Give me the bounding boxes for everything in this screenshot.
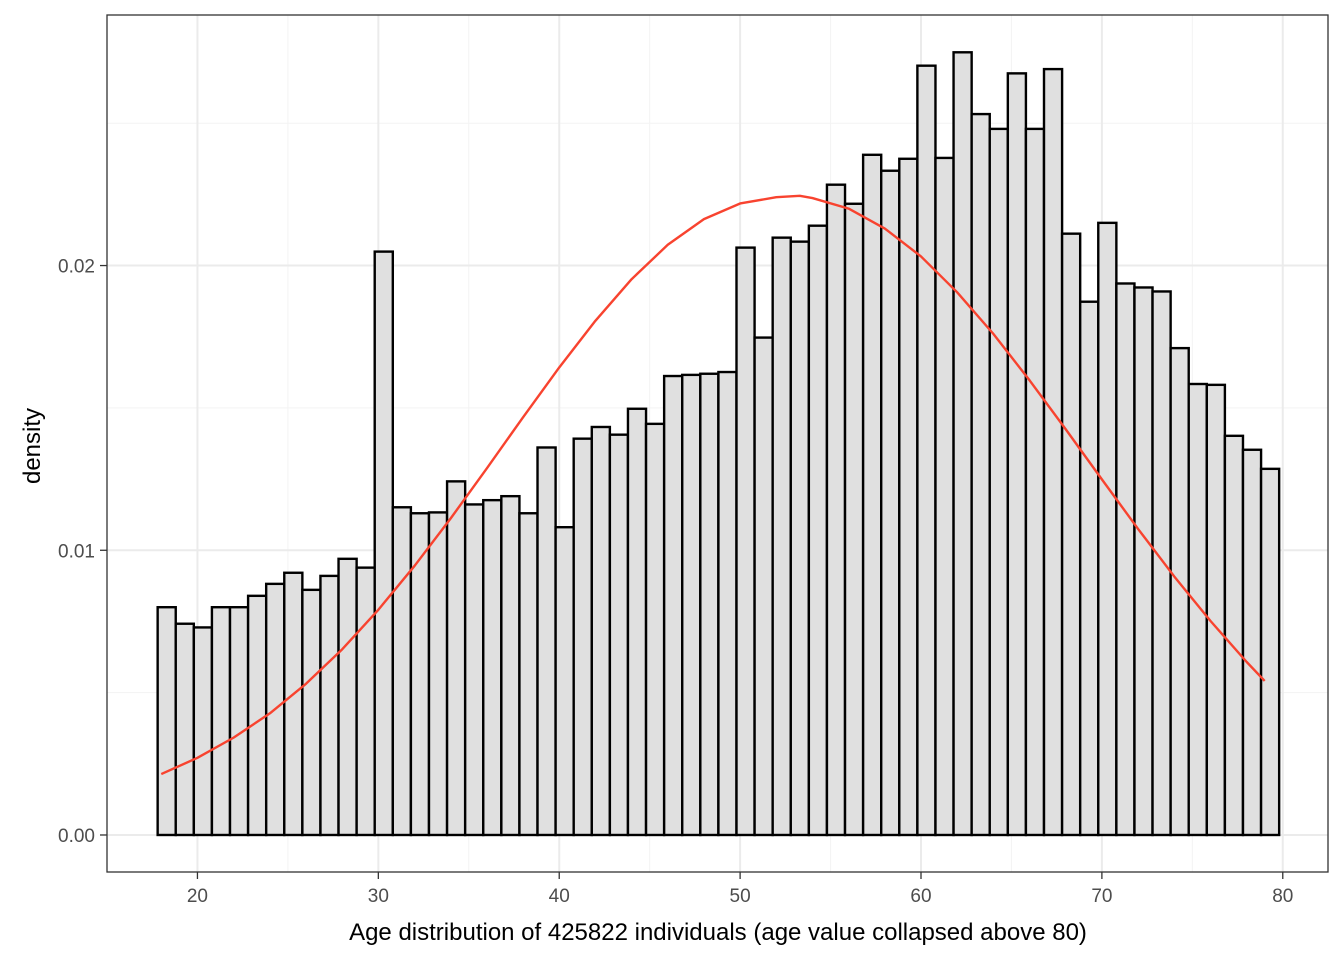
histogram-bar [934, 156, 955, 837]
histogram-bar [1006, 72, 1028, 837]
histogram-bar [1241, 448, 1263, 837]
density-curves [160, 194, 1266, 776]
histogram-bar [192, 626, 214, 837]
histogram-bar [409, 512, 431, 837]
histogram-bar [482, 498, 503, 837]
histogram-bar [988, 127, 1010, 837]
y-tick-label: 0.02 [58, 257, 95, 278]
y-axis-title: density [19, 408, 46, 484]
histogram-bar [572, 437, 593, 837]
y-tick-label: 0.01 [58, 541, 95, 562]
x-tick-label: 40 [549, 886, 570, 907]
histogram-bar [246, 594, 268, 837]
x-tick-label: 50 [730, 886, 751, 907]
histogram-bar [445, 480, 467, 837]
histogram-bar [427, 511, 449, 837]
histogram-bar [1133, 286, 1154, 837]
histogram-bar [283, 571, 304, 837]
histogram-bar [717, 370, 738, 837]
histogram-bar [880, 169, 901, 837]
histogram-bar [1151, 290, 1172, 837]
histogram-bar [825, 183, 847, 837]
histogram-bar [463, 503, 485, 837]
x-tick-label: 80 [1272, 886, 1293, 907]
histogram-bar [753, 336, 774, 837]
histogram-bar [554, 526, 575, 837]
histogram-bar [608, 433, 630, 837]
normal-density-curve [160, 194, 1266, 776]
y-tick-label: 0.00 [58, 826, 95, 847]
histogram-bar [843, 202, 865, 837]
x-tick-label: 30 [368, 886, 389, 907]
x-tick-label: 70 [1091, 886, 1112, 907]
histogram-bar [1042, 67, 1064, 837]
histogram-bar [735, 246, 756, 837]
histogram-bar [518, 512, 539, 837]
histogram-bar [699, 372, 720, 837]
histogram-bar [1223, 434, 1245, 837]
histogram-bar [355, 566, 376, 837]
histogram-bar [156, 606, 177, 837]
histogram-bar [319, 574, 340, 837]
histogram-bar [500, 494, 521, 837]
histogram-bar [861, 153, 883, 837]
histogram-bar [1097, 221, 1118, 837]
x-tick-label: 20 [187, 886, 208, 907]
histogram-bar [916, 64, 937, 837]
histogram-bar [590, 425, 612, 837]
histogram-bar [391, 506, 413, 837]
histogram-bars [156, 51, 1281, 837]
x-axis-title: Age distribution of 425822 individuals (… [349, 919, 1087, 946]
histogram-bar [536, 446, 557, 837]
histogram-bar [1078, 300, 1100, 837]
histogram-bar [337, 557, 358, 837]
x-tick-label: 60 [910, 886, 931, 907]
histogram-bar [1060, 232, 1082, 837]
y-axis-ticks: 0.00 0.01 0.02 [58, 257, 107, 847]
histogram-bar [373, 250, 395, 837]
histogram-bar [898, 157, 919, 837]
plot-panel-border [106, 14, 1329, 873]
histogram-bar [681, 373, 702, 837]
histogram-bar [1187, 382, 1209, 837]
histogram-bar [1259, 467, 1281, 837]
histogram-bar [1024, 127, 1046, 837]
histogram-bar [301, 588, 322, 837]
histogram-bar [1205, 383, 1227, 837]
histogram-bar [210, 606, 232, 837]
histogram-bar [771, 236, 792, 837]
x-axis-ticks: 20 30 40 50 60 70 80 [187, 872, 1293, 907]
histogram-bar [807, 224, 829, 837]
histogram-bar [626, 407, 648, 837]
histogram-bar [952, 51, 973, 837]
histogram-bar [228, 606, 250, 837]
histogram-bar [970, 112, 991, 837]
histogram-bar [662, 374, 684, 837]
histogram-bar [644, 422, 666, 837]
histogram-bar [789, 240, 811, 837]
histogram-bar [174, 622, 196, 837]
histogram-bar [1115, 282, 1136, 837]
